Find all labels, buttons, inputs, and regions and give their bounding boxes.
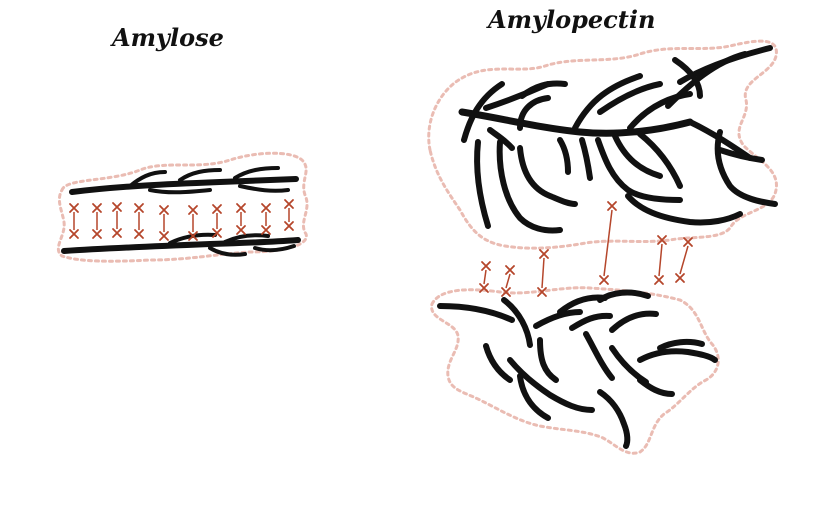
amylopectin-structure [429, 41, 777, 453]
bond-mark [213, 205, 221, 237]
bond-mark [160, 206, 168, 240]
amylose-title: Amylose [110, 23, 224, 52]
amylopectin-upper-cluster [462, 48, 775, 231]
bond-mark [113, 203, 121, 237]
bond-mark [70, 204, 78, 238]
amylose-structure [58, 153, 307, 261]
bond-mark [135, 204, 143, 238]
bond-mark [262, 204, 270, 234]
amylose-top-strand [72, 168, 296, 192]
bond-mark [93, 204, 101, 238]
bond-mark [676, 238, 692, 282]
amylopectin-lower-cluster [440, 293, 715, 446]
bond-mark [237, 204, 245, 234]
bond-mark [655, 236, 666, 284]
bond-mark [285, 200, 293, 230]
amylopectin-title: Amylopectin [486, 5, 655, 34]
bond-mark [600, 202, 616, 284]
bond-mark [480, 262, 490, 292]
